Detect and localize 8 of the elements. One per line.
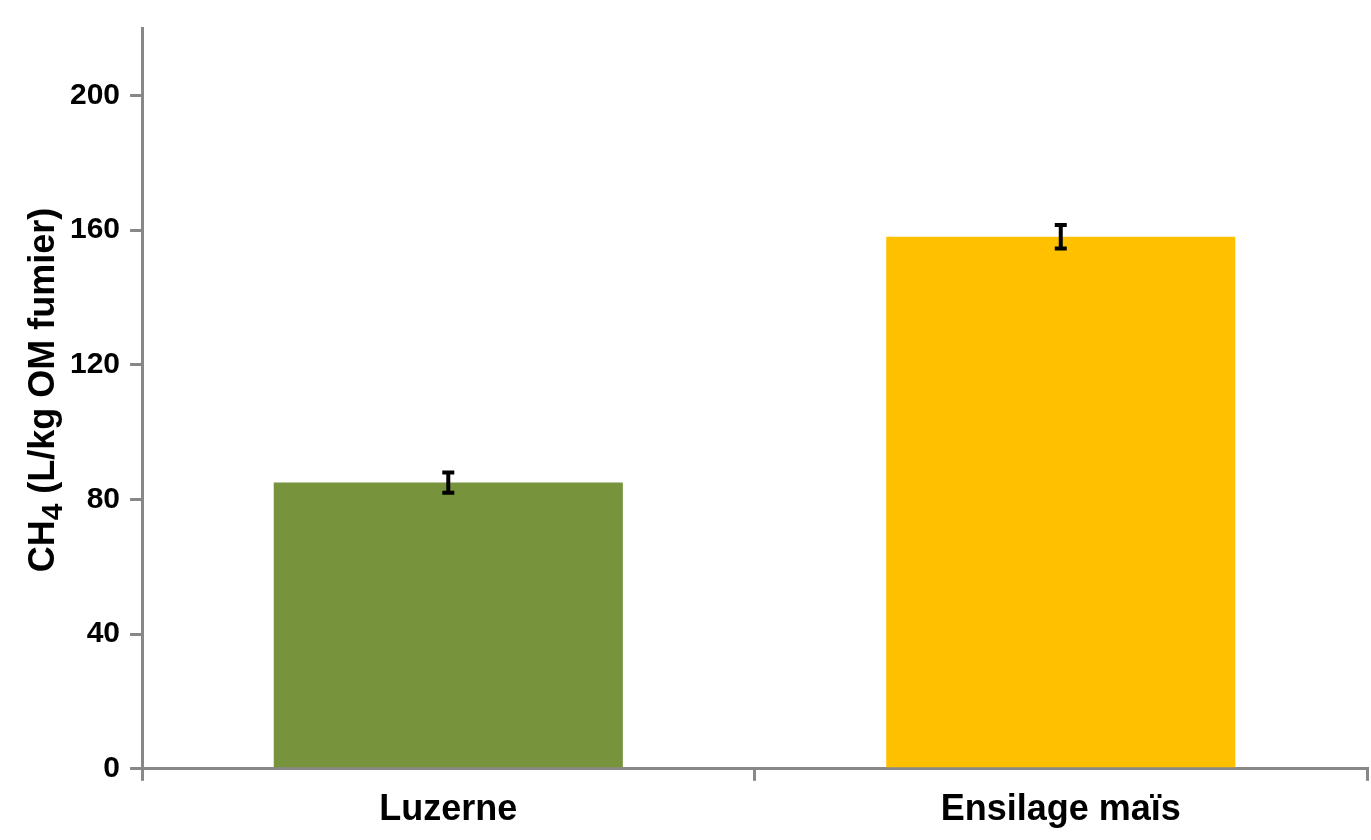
- y-tick-label: 80: [86, 480, 121, 514]
- y-tick-label: 160: [69, 211, 121, 245]
- x-tick-label: Ensilage maïs: [940, 787, 1181, 829]
- y-tick-label: 0: [103, 750, 121, 784]
- y-tick-label: 40: [86, 615, 121, 649]
- y-tick-label: 200: [69, 76, 121, 110]
- y-tick-label: 120: [69, 345, 121, 379]
- x-tick-label: Luzerne: [379, 787, 518, 829]
